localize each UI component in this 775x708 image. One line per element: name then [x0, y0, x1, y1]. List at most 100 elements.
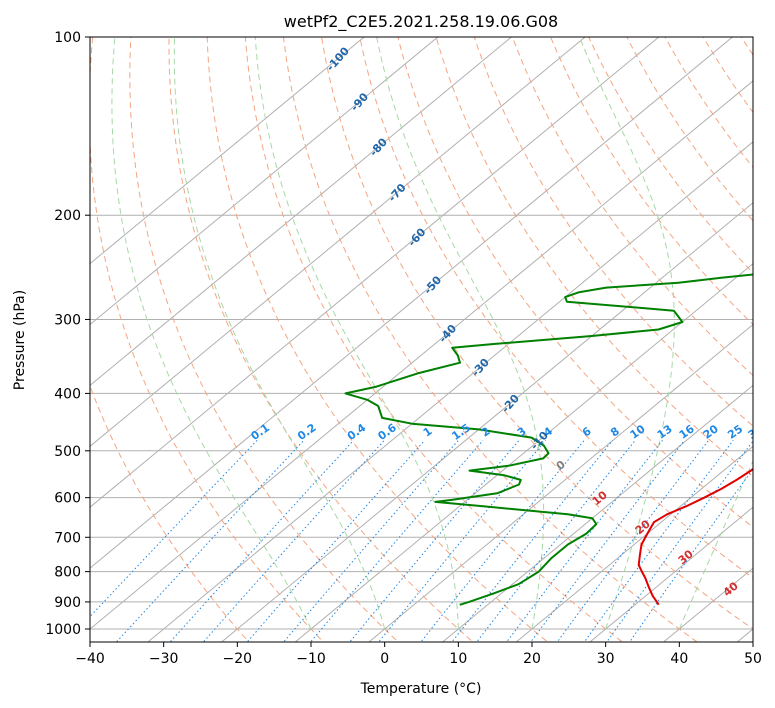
dewpoint-profile-line: [344, 273, 753, 606]
mixing-ratio-line: [349, 439, 520, 642]
mixing-ratio-label: 8: [608, 424, 622, 439]
dry-adiabat-label: -20: [499, 392, 522, 416]
x-tick-label: −10: [296, 651, 326, 667]
x-tick-label: 0: [380, 651, 389, 667]
isotherm-line: [90, 80, 753, 630]
mixing-ratio-label: 0.6: [376, 421, 400, 443]
isotherm-line: [515, 445, 753, 642]
moist-adiabat-line: [254, 37, 459, 629]
mixing-ratio-line: [451, 439, 614, 642]
mixing-ratio-line: [530, 439, 685, 642]
mixing-ratio-line: [420, 439, 585, 642]
x-tick-label: 30: [597, 651, 615, 667]
dry-adiabat-line: [359, 37, 753, 579]
mixing-ratio-line: [169, 439, 354, 642]
dry-adiabat-line: [740, 37, 753, 56]
mixing-ratio-label: 30: [746, 422, 766, 442]
mixing-ratio-label: 25: [725, 422, 745, 441]
moist-adiabat-line: [376, 37, 545, 630]
mixing-ratio-line: [629, 468, 753, 642]
mixing-ratio-label: 0.1: [249, 421, 272, 443]
y-tick-label: 1000: [45, 622, 81, 638]
dry-adiabat-line: [397, 37, 753, 528]
isotherm-line: [589, 506, 753, 642]
dry-adiabat-line: [90, 384, 250, 642]
dry-adiabat-label: -90: [348, 90, 371, 114]
dry-adiabat-line: [321, 37, 753, 630]
isotherm-line: [220, 202, 753, 642]
x-tick-label: −20: [223, 651, 253, 667]
mixing-ratio-label: 1.5: [449, 421, 472, 443]
dry-adiabat-line: [626, 37, 753, 222]
dry-adiabat-line: [90, 37, 325, 642]
mixing-ratio-label: 36: [766, 422, 775, 442]
mixing-ratio-line: [476, 439, 636, 642]
isotherm-line: [662, 567, 753, 642]
mixing-ratio-line: [377, 439, 546, 642]
moist-adiabat-label: 0: [554, 458, 568, 473]
moist-adiabat-line: [678, 459, 753, 630]
mixing-ratio-line: [90, 439, 258, 618]
moist-adiabat-label: 10: [590, 488, 610, 508]
y-tick-label: 300: [54, 312, 81, 328]
y-tick-label: 800: [54, 565, 81, 581]
x-axis-label: Temperature (°C): [360, 681, 482, 697]
y-tick-label: 200: [54, 208, 81, 224]
isotherm-line: [90, 37, 439, 326]
isotherm-line: [90, 37, 513, 387]
isotherm-line: [147, 141, 753, 642]
dry-adiabat-line: [129, 37, 399, 642]
y-axis-label: Pressure (hPa): [12, 290, 28, 390]
dry-adiabat-line: [771, 24, 775, 654]
moist-adiabat-line: [173, 37, 386, 630]
mixing-ratio-line: [283, 439, 459, 642]
moist-adiabat-line: [111, 37, 312, 630]
y-tick-label: 500: [54, 444, 81, 460]
moist-adiabat-line: [578, 37, 675, 630]
dry-adiabat-label: -60: [405, 225, 428, 249]
mixing-ratio-line: [583, 439, 734, 642]
isotherm-line: [736, 628, 753, 642]
mixing-ratio-label: 13: [655, 422, 675, 441]
mixing-ratio-line: [202, 439, 385, 642]
x-tick-label: 50: [744, 651, 762, 667]
y-tick-label: 600: [54, 491, 81, 507]
mixing-ratio-line: [115, 439, 305, 642]
mixing-ratio-label: 0.2: [295, 421, 318, 443]
isotherm-line: [90, 37, 660, 508]
dry-adiabat-line: [473, 37, 753, 427]
x-tick-label: 20: [523, 651, 541, 667]
dry-adiabat-label: -30: [469, 356, 492, 380]
moist-adiabat-label: 40: [721, 579, 741, 599]
mixing-ratio-label: 16: [677, 422, 697, 442]
y-tick-label: 900: [54, 595, 81, 611]
dry-adiabat-line: [550, 37, 753, 326]
dry-adiabat-line: [282, 37, 698, 642]
y-tick-label: 400: [54, 386, 81, 402]
dry-adiabat-label: -100: [324, 44, 352, 73]
mixing-ratio-label: 20: [701, 422, 721, 442]
y-tick-label: 700: [54, 530, 81, 546]
isotherm-line: [90, 37, 365, 265]
dry-adiabat-label: -40: [436, 322, 459, 346]
dry-adiabat-label: -70: [386, 181, 409, 205]
dry-adiabat-label: -80: [367, 135, 390, 159]
dry-adiabat-line: [168, 37, 474, 642]
moist-adiabat-label: 20: [633, 517, 653, 537]
dry-adiabat-line: [206, 37, 549, 642]
mixing-ratio-line: [309, 439, 484, 642]
dry-adiabat-line: [664, 37, 753, 169]
isotherm-line: [368, 323, 753, 642]
mixing-ratio-line: [246, 439, 426, 642]
x-tick-label: −40: [75, 651, 105, 667]
isotherm-line: [90, 37, 734, 569]
moist-adiabat-label: 30: [676, 547, 696, 567]
isotherm-line: [441, 384, 753, 642]
x-tick-label: 10: [449, 651, 467, 667]
mixing-ratio-line: [505, 439, 663, 642]
mixing-ratio-line: [606, 440, 753, 642]
mixing-ratio-label: 6: [580, 424, 594, 439]
y-tick-label: 100: [54, 30, 81, 46]
chart-title: wetPf2_C2E5.2021.258.19.06.G08: [284, 12, 558, 32]
